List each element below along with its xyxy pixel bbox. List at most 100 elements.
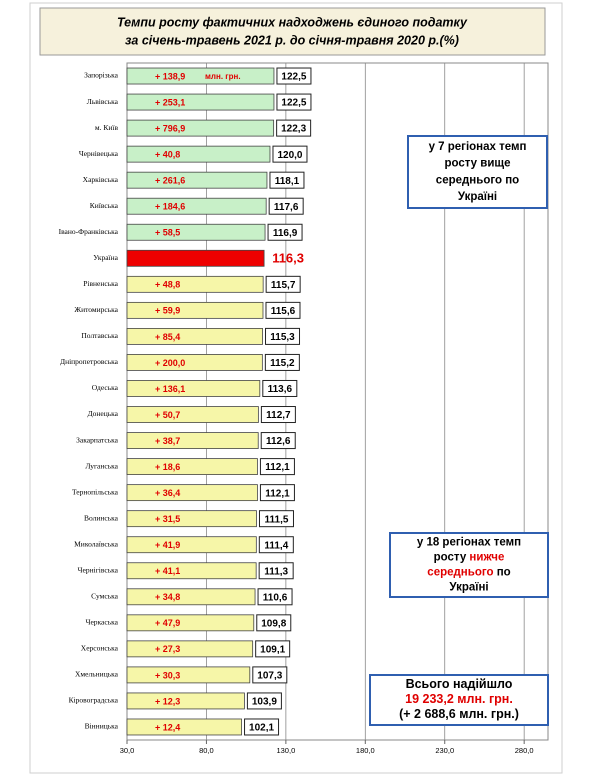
y-tick-label: Житомирська <box>74 305 118 314</box>
value-label-box <box>258 536 294 554</box>
bar <box>126 692 245 710</box>
annotation-text: 19 233,2 млн. грн. <box>405 692 513 706</box>
value-label: 111,4 <box>264 540 288 551</box>
bar <box>126 354 263 371</box>
value-label: 111,3 <box>264 566 288 577</box>
value-label: 102,1 <box>249 723 274 734</box>
bar <box>126 171 268 189</box>
y-tick-label: Київська <box>90 201 119 210</box>
bar <box>126 380 261 397</box>
value-label: 112,7 <box>266 410 291 421</box>
y-tick-label: Закарпатська <box>76 435 118 444</box>
value-label: 112,1 <box>265 462 290 473</box>
annotation-text: Україні <box>458 191 497 203</box>
chart-title: за січень-травень 2021 р. до січня-травн… <box>125 33 459 47</box>
y-tick-label: Тернопільська <box>72 487 119 496</box>
value-label-box <box>252 666 288 684</box>
increment-label: + 18,6 <box>155 462 180 472</box>
value-label: 115,6 <box>271 306 296 317</box>
bar <box>126 588 256 606</box>
y-tick-label: Луганська <box>85 461 118 470</box>
y-tick-label: Полтавська <box>81 331 118 340</box>
y-tick-label: Харківська <box>83 175 119 184</box>
increment-label: + 41,1 <box>155 566 180 576</box>
annotation-text: росту нижче <box>434 552 505 564</box>
value-label: 122,5 <box>281 98 306 109</box>
y-tick-label: Хмельницька <box>75 670 119 679</box>
annotation-part: (+ 2 688,6 млн. грн.) <box>399 707 519 721</box>
y-tick-label: Запорізька <box>84 71 118 80</box>
annotation-part: 19 233,2 млн. грн. <box>405 692 513 706</box>
annotation-part: Україні <box>449 581 488 593</box>
increment-label: + 38,7 <box>155 436 180 446</box>
value-label-box <box>276 67 312 85</box>
y-tick-label: Волинська <box>84 513 119 522</box>
increment-label: + 12,4 <box>155 722 180 732</box>
annotation-text: середнього по <box>436 174 519 186</box>
value-label-box <box>276 119 312 137</box>
x-tick-label: 180,0 <box>356 746 375 755</box>
value-label-box <box>269 171 305 189</box>
bar <box>126 406 259 423</box>
bar <box>126 301 264 319</box>
bar <box>126 562 257 580</box>
x-tick-label: 30,0 <box>120 746 135 755</box>
increment-label: + 796,9 <box>155 123 185 133</box>
bar <box>126 249 265 267</box>
bar <box>126 197 267 215</box>
increment-label: + 138,9 <box>155 71 185 81</box>
y-tick-label: Кіровоградська <box>69 696 119 705</box>
annotation-part: у 7 регіонах темп <box>429 141 527 153</box>
value-label-box <box>259 458 295 476</box>
x-tick-label: 80,0 <box>199 746 214 755</box>
increment-label: + 85,4 <box>155 332 180 342</box>
bar <box>126 666 251 684</box>
value-label: 112,6 <box>266 436 291 447</box>
value-label: 113,6 <box>268 384 293 395</box>
increment-label: + 50,7 <box>155 410 180 420</box>
annotation-part: росту <box>434 552 470 564</box>
annotation-part: середнього по <box>436 174 519 186</box>
y-tick-label: Львівська <box>87 97 119 106</box>
increment-unit: млн. грн. <box>205 72 241 81</box>
increment-label: + 59,9 <box>155 306 180 316</box>
bar <box>126 145 271 163</box>
y-tick-label: Вінницька <box>85 722 119 731</box>
value-label: 122,5 <box>281 72 306 83</box>
increment-label: + 253,1 <box>155 97 185 107</box>
value-label-box <box>265 301 301 319</box>
bar <box>126 614 255 632</box>
bar <box>126 93 275 111</box>
value-label-box <box>272 145 308 163</box>
value-label-box <box>259 484 295 502</box>
annotation-part: середнього <box>427 566 493 578</box>
increment-label: + 261,6 <box>155 176 185 186</box>
value-label-box <box>258 510 294 528</box>
annotation-part: Всього надійшло <box>406 677 513 691</box>
value-label-box <box>257 588 293 606</box>
annotation-text: у 18 регіонах темп <box>417 537 521 549</box>
annotation-text: росту вище <box>444 158 510 170</box>
y-tick-label: Івано-Франківська <box>59 227 119 236</box>
value-label: 111,5 <box>265 514 289 525</box>
bar <box>126 275 264 293</box>
annotation-part: по <box>494 566 511 578</box>
bar <box>126 328 263 345</box>
annotation-part: у 18 регіонах темп <box>417 537 521 549</box>
bar <box>126 223 266 241</box>
value-label-box <box>262 379 298 397</box>
increment-label: + 34,8 <box>155 592 180 602</box>
increment-label: + 27,3 <box>155 644 180 654</box>
y-tick-label: Сумська <box>91 592 118 601</box>
value-label: 120,0 <box>277 150 302 161</box>
value-label-box <box>265 275 301 293</box>
bar <box>126 536 257 554</box>
value-label-box <box>260 406 296 424</box>
value-label: 110,6 <box>263 592 288 603</box>
value-label: 116,9 <box>273 228 298 239</box>
value-label-box <box>267 223 303 241</box>
annotation-box <box>369 674 549 726</box>
bar <box>126 458 258 475</box>
value-label: 109,8 <box>261 618 286 629</box>
